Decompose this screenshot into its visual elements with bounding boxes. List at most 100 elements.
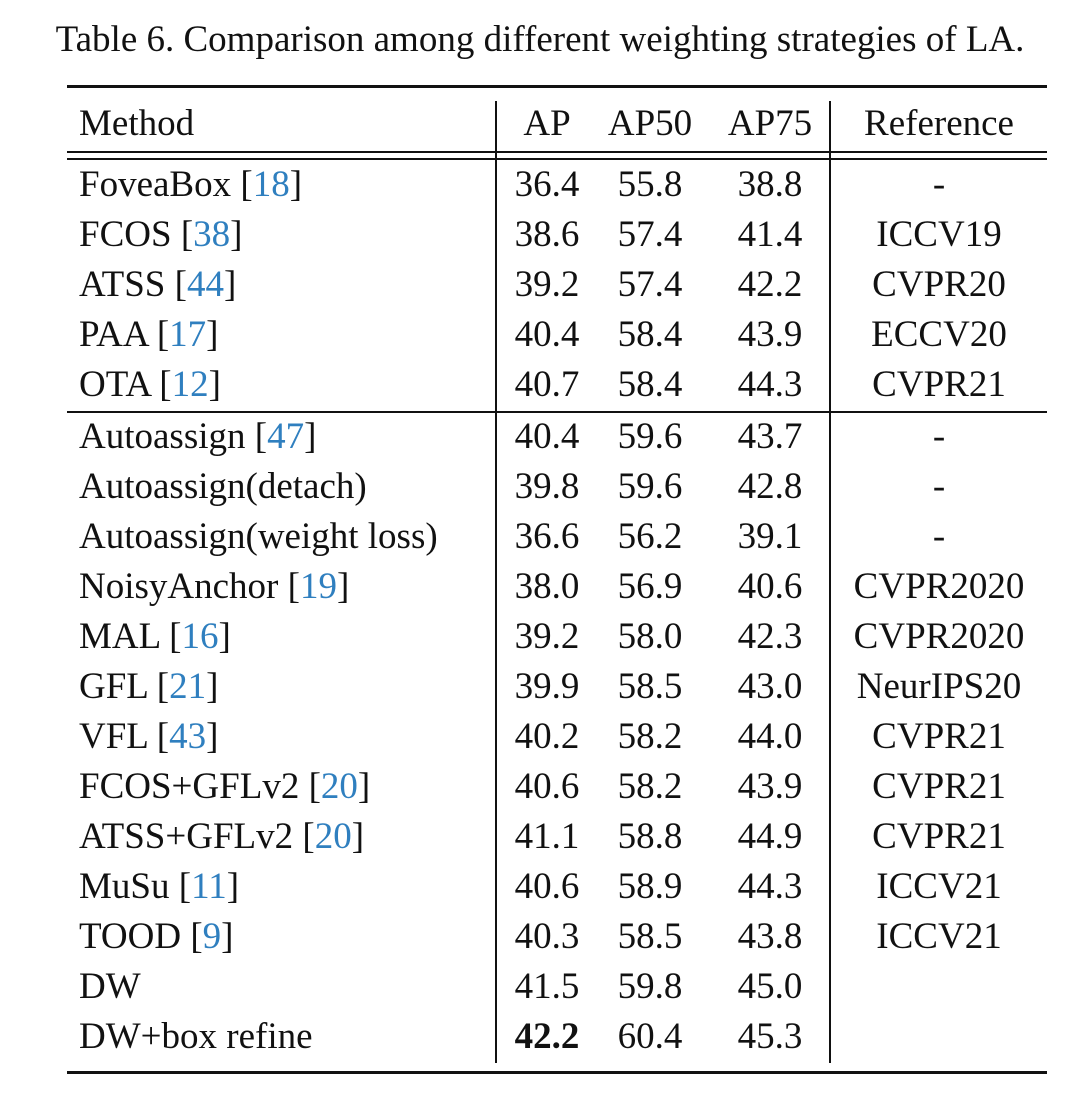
citation-link[interactable]: 21 [169,666,207,707]
reference-cell: CVPR2020 [853,616,1025,657]
table-row: FCOS [38] 38.6 57.4 41.4 ICCV19 [67,210,1047,260]
method-cell: FoveaBox [18] [79,164,303,205]
citation-link[interactable]: 11 [191,866,227,907]
citation-link[interactable]: 47 [267,416,305,457]
reference-cell: - [932,416,946,457]
method-cell: FCOS+GFLv2 [20] [79,766,371,807]
header-ap50: AP50 [607,103,693,144]
table-row: DW+box refine 42.2 60.4 45.3 [67,1012,1047,1062]
ap50-cell: 58.8 [617,816,683,857]
header-row: Method AP AP50 AP75 Reference [67,99,1047,149]
method-name: DW+box refine [79,1016,313,1057]
citation-link[interactable]: 38 [193,214,231,255]
ap50-cell: 57.4 [617,264,683,305]
ap75-cell: 42.2 [737,264,803,305]
method-name: GFL [79,666,148,707]
table-row: Autoassign [47] 40.4 59.6 43.7 - [67,412,1047,462]
reference-cell: ECCV20 [871,314,1007,355]
citation-link[interactable]: 20 [320,766,358,807]
table-row: TOOD [9] 40.3 58.5 43.8 ICCV21 [67,912,1047,962]
ap-cell: 38.6 [514,214,580,255]
reference-cell: ICCV19 [876,214,1002,255]
table-row: ATSS+GFLv2 [20] 41.1 58.8 44.9 CVPR21 [67,812,1047,862]
citation-link[interactable]: 9 [202,916,222,957]
citation-link[interactable]: 18 [252,164,290,205]
method-cell: PAA [17] [79,314,219,355]
ap-cell: 39.8 [514,466,580,507]
method-cell: TOOD [9] [79,916,234,957]
table-caption: Table 6. Comparison among different weig… [55,19,1025,60]
reference-cell: ICCV21 [876,916,1002,957]
method-name: NoisyAnchor [79,566,279,607]
table-row: Autoassign(weight loss) 36.6 56.2 39.1 - [67,512,1047,562]
table-row: NoisyAnchor [19] 38.0 56.9 40.6 CVPR2020 [67,562,1047,612]
method-name: Autoassign(detach) [79,466,367,507]
ap75-cell: 43.9 [737,766,803,807]
ap75-cell: 44.3 [737,364,803,405]
method-cell: Autoassign(detach) [79,462,367,512]
header-method: Method [79,103,195,144]
method-cell: ATSS [44] [79,264,237,305]
table-row: DW 41.5 59.8 45.0 [67,962,1047,1012]
method-cell: NoisyAnchor [19] [79,566,350,607]
reference-cell: NeurIPS20 [856,666,1022,707]
ap-cell: 40.6 [514,866,580,907]
method-name: FCOS+GFLv2 [79,766,300,807]
ap-cell: 40.7 [514,364,580,405]
ap75-cell: 44.9 [737,816,803,857]
citation-link[interactable]: 43 [169,716,207,757]
table-row: FoveaBox [18] 36.4 55.8 38.8 - [67,160,1047,210]
ap-cell: 40.4 [514,314,580,355]
method-cell: DW [79,962,141,1012]
method-name: MAL [79,616,160,657]
ap75-cell: 41.4 [737,214,803,255]
header-reference: Reference [864,103,1014,144]
method-cell: Autoassign [47] [79,416,317,457]
ap50-cell: 58.2 [617,766,683,807]
reference-cell [831,1012,1047,1062]
ap-cell: 39.9 [514,666,580,707]
citation-link[interactable]: 16 [181,616,219,657]
ap50-cell: 58.4 [617,364,683,405]
method-name: ATSS [79,264,166,305]
ap75-cell: 38.8 [737,164,803,205]
method-cell: MAL [16] [79,616,231,657]
reference-cell: - [932,466,946,507]
method-name: VFL [79,716,148,757]
bottom-rule [67,1071,1047,1074]
ap75-cell: 43.7 [737,416,803,457]
method-cell: GFL [21] [79,666,219,707]
method-name: PAA [79,314,148,355]
citation-link[interactable]: 19 [299,566,337,607]
ap75-cell: 45.0 [737,966,803,1007]
ap75-cell: 39.1 [737,516,803,557]
ap50-cell: 58.0 [617,616,683,657]
table-row: OTA [12] 40.7 58.4 44.3 CVPR21 [67,360,1047,410]
ap-cell: 40.6 [514,766,580,807]
method-cell: ATSS+GFLv2 [20] [79,816,365,857]
header-rule-upper [67,151,1047,153]
method-name: OTA [79,364,151,405]
reference-cell: - [932,164,946,205]
ap50-cell: 58.9 [617,866,683,907]
method-cell: OTA [12] [79,364,221,405]
reference-cell: - [932,516,946,557]
reference-cell: CVPR20 [872,264,1006,305]
reference-cell: CVPR21 [872,716,1006,757]
citation-link[interactable]: 44 [186,264,224,305]
ap-cell: 40.3 [514,916,580,957]
ap75-cell: 42.8 [737,466,803,507]
citation-link[interactable]: 12 [171,364,209,405]
ap-cell: 36.4 [514,164,580,205]
ap50-cell: 56.9 [617,566,683,607]
ap50-cell: 59.6 [617,466,683,507]
ap75-cell: 44.0 [737,716,803,757]
table-row: ATSS [44] 39.2 57.4 42.2 CVPR20 [67,260,1047,310]
ap50-cell: 57.4 [617,214,683,255]
method-name: ATSS+GFLv2 [79,816,294,857]
ap50-cell: 58.5 [617,666,683,707]
method-cell: MuSu [11] [79,866,240,907]
method-name: Autoassign(weight loss) [79,516,438,557]
citation-link[interactable]: 20 [314,816,352,857]
citation-link[interactable]: 17 [169,314,207,355]
